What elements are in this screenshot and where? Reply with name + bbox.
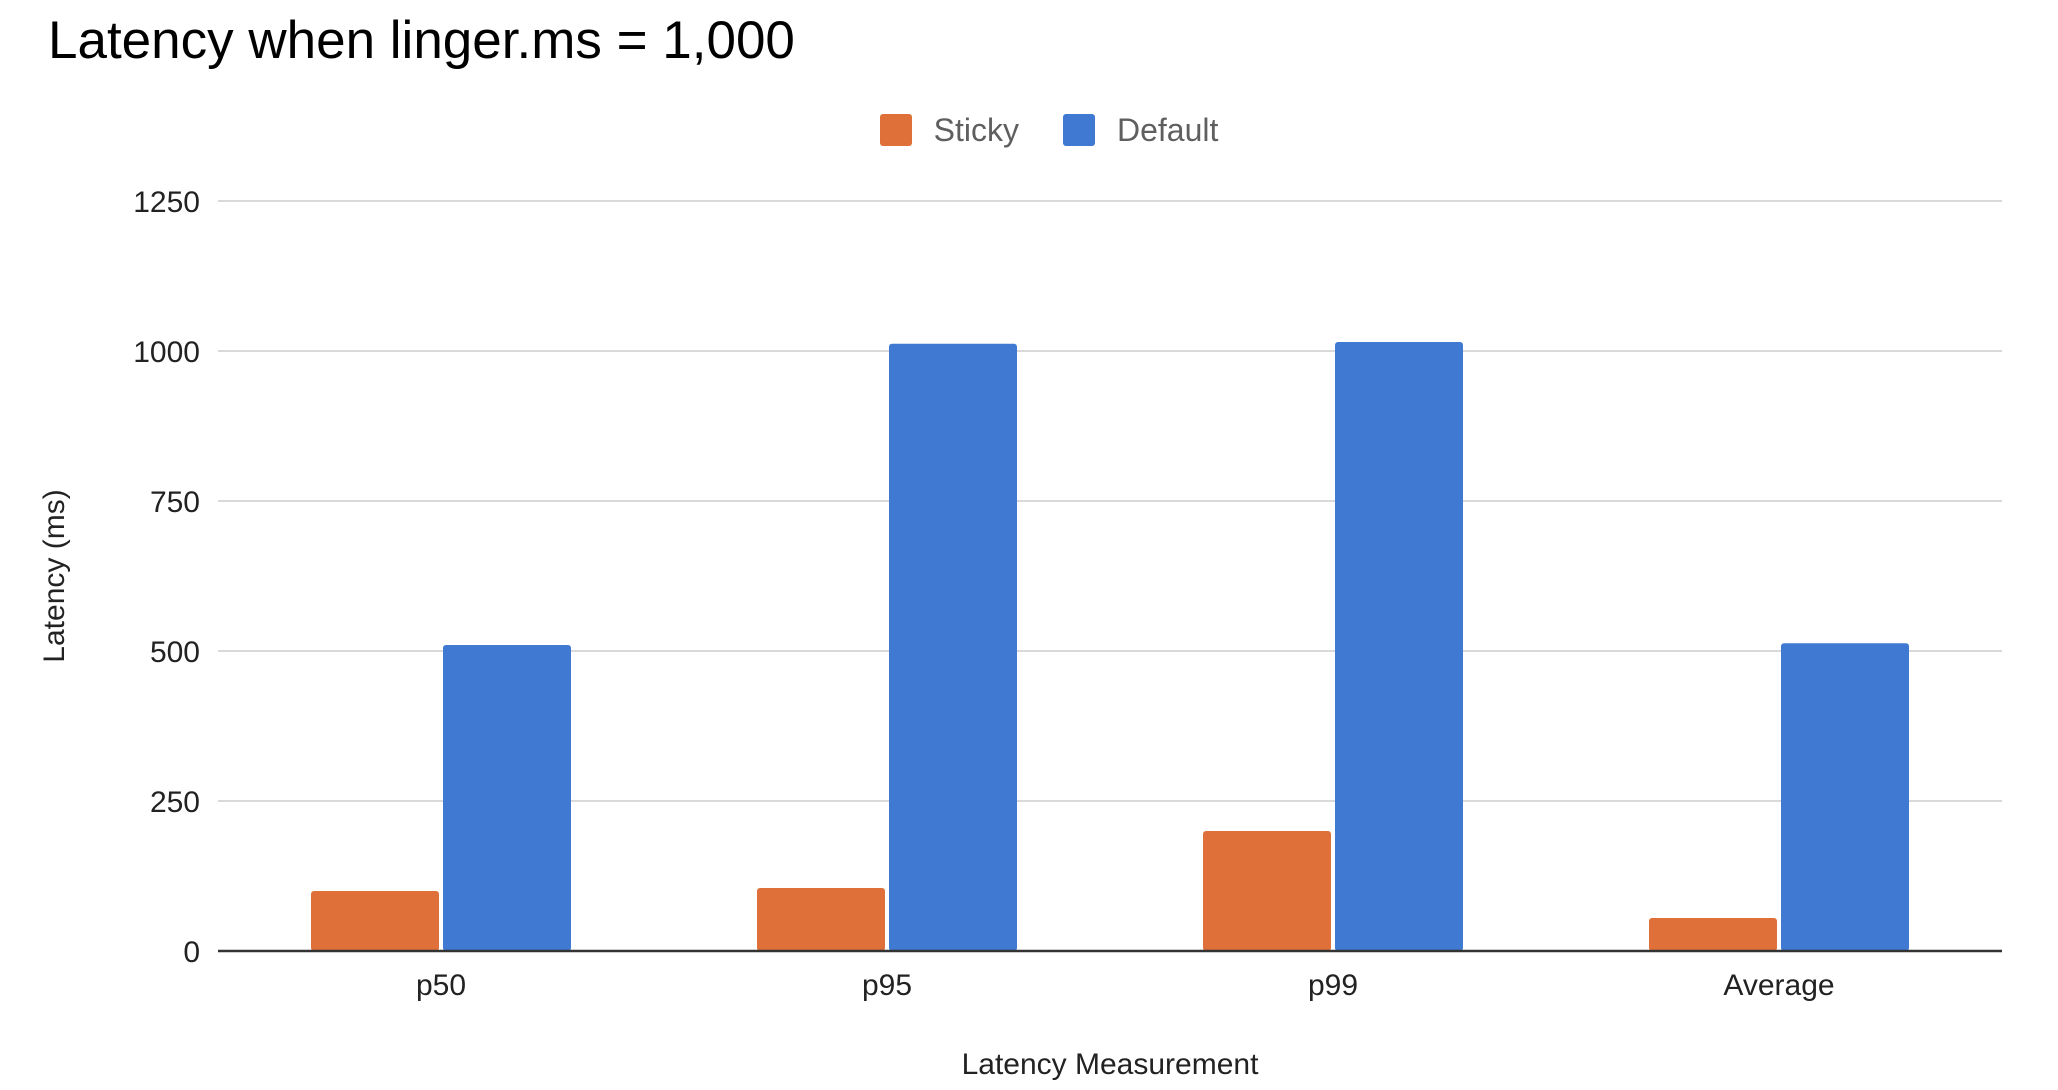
x-axis-title: Latency Measurement — [962, 1048, 1259, 1081]
bar-default-p99 — [1335, 342, 1463, 951]
legend-swatch-sticky — [879, 114, 912, 146]
tick-labels: 0 250 500 750 1000 1250 p50 p95 p99 Average — [133, 186, 1834, 1002]
y-tick-label: 750 — [150, 486, 200, 519]
legend-item-sticky: Sticky — [879, 111, 1019, 149]
y-tick-label: 0 — [183, 936, 200, 969]
x-tick-label: p50 — [416, 969, 466, 1002]
bar-default-average — [1781, 643, 1909, 951]
bar-default-p50 — [443, 645, 571, 951]
y-axis-title: Latency (ms) — [38, 489, 71, 662]
y-tick-label: 250 — [150, 786, 200, 819]
bar-default-p95 — [889, 343, 1017, 951]
chart-title: Latency when linger.ms = 1,000 — [48, 11, 795, 70]
bar-sticky-p95 — [757, 888, 885, 951]
y-tick-label: 500 — [150, 636, 200, 669]
legend-item-default: Default — [1062, 111, 1219, 149]
x-tick-label: p99 — [1308, 969, 1358, 1002]
y-tick-label: 1000 — [133, 336, 200, 369]
bar-sticky-average — [1649, 918, 1777, 951]
bar-sticky-p99 — [1203, 831, 1331, 951]
x-tick-label: p95 — [862, 969, 912, 1002]
y-tick-label: 1250 — [133, 186, 200, 219]
legend-swatch-default — [1062, 114, 1095, 146]
bars — [311, 342, 1909, 951]
legend-label-sticky: Sticky — [933, 111, 1019, 148]
x-tick-label: Average — [1723, 969, 1834, 1002]
bar-sticky-p50 — [311, 891, 439, 951]
legend-label-default: Default — [1116, 111, 1219, 148]
legend: Sticky Default — [0, 106, 2058, 154]
